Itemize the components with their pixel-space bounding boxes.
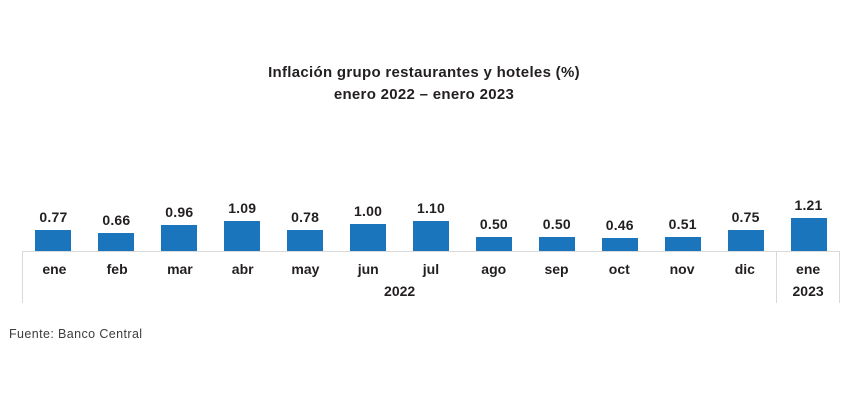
bar-nov-2022 xyxy=(664,237,701,251)
bar-column-feb-2022: 0.66 xyxy=(85,189,148,251)
year-label-2022: 2022 xyxy=(384,283,416,299)
bar-ene-2022 xyxy=(35,229,72,251)
bar-column-jun-2022: 1.00 xyxy=(337,189,400,251)
month-label-feb-2022: feb xyxy=(106,261,128,277)
month-label-nov-2022: nov xyxy=(669,261,695,277)
month-label-ago-2022: ago xyxy=(481,261,507,277)
bar-column-abr-2022: 1.09 xyxy=(211,189,274,251)
month-label-jun-2022: jun xyxy=(357,261,379,277)
bar-value-label-jun-2022: 1.00 xyxy=(354,202,383,219)
month-label-abr-2022: abr xyxy=(231,261,254,277)
month-label-oct-2022: oct xyxy=(608,261,630,277)
bar-column-mar-2022: 0.96 xyxy=(148,189,211,251)
bars-row: 0.77 0.66 0.96 1.09 0.78 1.00 1.10 0.50 0.50 0.46… xyxy=(22,189,840,251)
axis-group-2022: ene feb mar abr may jun jul ago sep oct nov dic 202… xyxy=(23,252,776,303)
bar-oct-2022 xyxy=(601,238,638,251)
bar-may-2022 xyxy=(287,229,324,251)
month-label-dic-2022: dic xyxy=(734,261,755,277)
bar-value-label-jul-2022: 1.10 xyxy=(416,199,446,216)
bar-column-ago-2022: 0.50 xyxy=(462,189,525,251)
bar-column-nov-2022: 0.51 xyxy=(651,189,714,251)
axis-group-2023: ene 2023 xyxy=(776,252,839,303)
bar-value-label-feb-2022: 0.66 xyxy=(102,211,131,228)
bar-column-sep-2022: 0.50 xyxy=(525,189,588,251)
bar-jun-2022 xyxy=(350,223,387,251)
month-label-ene-2023: ene xyxy=(796,261,821,277)
month-label-mar-2022: mar xyxy=(167,261,193,277)
bar-value-label-ene-2022: 0.77 xyxy=(39,208,68,225)
bar-chart: 0.77 0.66 0.96 1.09 0.78 1.00 1.10 0.50 0.50 0.46… xyxy=(22,189,840,303)
x-axis-table: ene feb mar abr may jun jul ago sep oct nov dic 202… xyxy=(22,251,840,303)
bar-column-may-2022: 0.78 xyxy=(274,189,337,251)
bar-value-label-ene-2023: 1.21 xyxy=(794,196,823,213)
bar-sep-2022 xyxy=(538,237,575,251)
month-label-ene-2022: ene xyxy=(42,261,67,277)
bar-column-ene-2022: 0.77 xyxy=(22,189,85,251)
months-row-2022: ene feb mar abr may jun jul ago sep oct nov dic xyxy=(23,252,776,278)
bar-ago-2022 xyxy=(475,237,512,251)
bar-ene-2023 xyxy=(790,217,827,251)
month-label-may-2022: may xyxy=(291,261,320,277)
bar-column-ene-2023: 1.21 xyxy=(777,189,840,251)
bar-mar-2022 xyxy=(161,224,198,251)
month-label-sep-2022: sep xyxy=(544,261,569,277)
bar-value-label-sep-2022: 0.50 xyxy=(542,216,571,233)
bar-dic-2022 xyxy=(727,230,764,251)
months-row-2023: ene xyxy=(777,252,839,278)
month-label-jul-2022: jul xyxy=(422,261,440,277)
bar-value-label-oct-2022: 0.46 xyxy=(605,217,634,234)
bar-value-label-may-2022: 0.78 xyxy=(291,208,320,225)
chart-header: Inflación grupo restaurantes y hoteles (… xyxy=(0,62,848,106)
bar-column-jul-2022: 1.10 xyxy=(400,189,463,251)
bar-value-label-nov-2022: 0.51 xyxy=(668,216,697,232)
year-label-2023: 2023 xyxy=(792,283,824,299)
bar-value-label-mar-2022: 0.96 xyxy=(165,203,194,220)
source-note: Fuente: Banco Central xyxy=(9,327,143,341)
chart-subtitle: enero 2022 – enero 2023 xyxy=(333,86,515,103)
bar-column-dic-2022: 0.75 xyxy=(714,189,777,251)
bar-value-label-abr-2022: 1.09 xyxy=(228,200,257,216)
bar-jul-2022 xyxy=(412,220,449,251)
bar-abr-2022 xyxy=(224,221,261,251)
chart-title: Inflación grupo restaurantes y hoteles (… xyxy=(268,64,580,81)
bar-value-label-ago-2022: 0.50 xyxy=(479,216,508,233)
bar-feb-2022 xyxy=(98,232,135,251)
bar-column-oct-2022: 0.46 xyxy=(588,189,651,251)
bar-value-label-dic-2022: 0.75 xyxy=(731,209,760,226)
